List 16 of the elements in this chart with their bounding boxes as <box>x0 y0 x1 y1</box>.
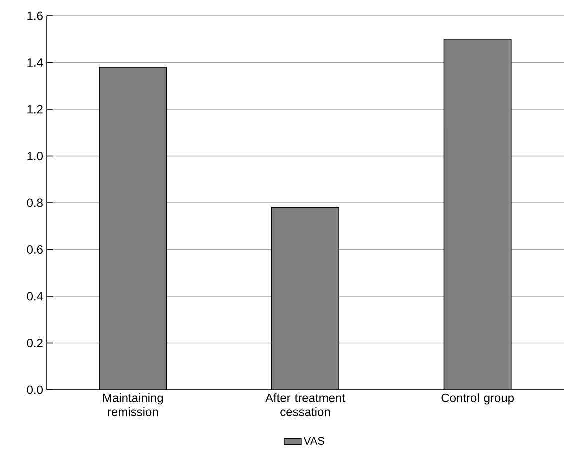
bar <box>100 67 167 390</box>
y-tick-label: 1.2 <box>28 105 43 114</box>
y-tick-label: 1.4 <box>28 58 44 67</box>
y-tick-label: 1.6 <box>28 12 43 20</box>
y-tick-label: 0.4 <box>27 292 44 301</box>
y-tick-label: 0.2 <box>27 339 43 348</box>
y-tick-label: 0.8 <box>27 198 43 208</box>
y-tick-label: 0.6 <box>27 246 43 254</box>
y-tick-label: 1.0 <box>28 152 44 160</box>
x-tick-label: After treatment cessation <box>266 394 346 416</box>
bar <box>272 208 340 390</box>
bar <box>444 38 512 390</box>
x-tick-label: Maintaining remission <box>103 394 164 416</box>
x-tick-label: Control group <box>442 394 514 405</box>
legend-label: VAS <box>304 437 325 445</box>
y-tick-label: 0.0 <box>27 386 44 394</box>
